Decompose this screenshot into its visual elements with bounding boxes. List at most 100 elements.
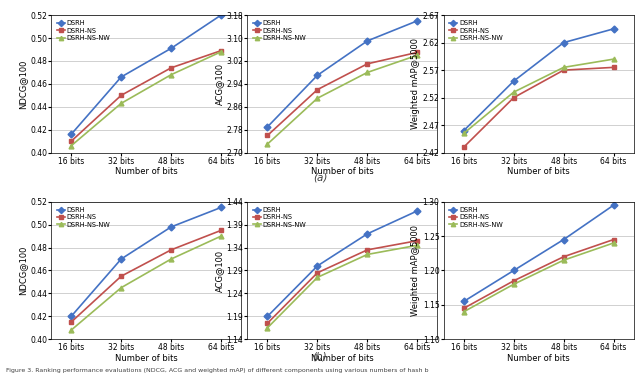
DSRH-NS-NW <box>610 57 618 61</box>
Y-axis label: NDCG@100: NDCG@100 <box>19 59 28 109</box>
DSRH <box>264 125 271 129</box>
X-axis label: Number of bits: Number of bits <box>311 354 374 363</box>
DSRH-NS <box>460 145 468 149</box>
Line: DSRH: DSRH <box>265 18 420 129</box>
DSRH-NS-NW <box>460 310 468 314</box>
DSRH-NS <box>314 87 321 92</box>
Text: (b): (b) <box>313 351 327 361</box>
DSRH-NS-NW <box>413 243 421 248</box>
Y-axis label: NDCG@100: NDCG@100 <box>19 246 28 295</box>
DSRH-NS <box>610 237 618 242</box>
DSRH-NS-NW <box>364 70 371 75</box>
X-axis label: Number of bits: Number of bits <box>115 167 177 176</box>
DSRH <box>510 268 518 273</box>
DSRH-NS-NW <box>264 326 271 330</box>
DSRH-NS <box>413 238 421 243</box>
Y-axis label: ACG@100: ACG@100 <box>214 250 223 291</box>
DSRH-NS <box>264 321 271 325</box>
DSRH-NS <box>314 271 321 275</box>
DSRH-NS-NW <box>610 241 618 245</box>
DSRH <box>217 205 225 210</box>
DSRH-NS <box>167 66 175 70</box>
DSRH <box>364 231 371 236</box>
DSRH <box>217 13 225 17</box>
DSRH-NS-NW <box>314 96 321 101</box>
Line: DSRH: DSRH <box>461 26 616 133</box>
Y-axis label: ACG@100: ACG@100 <box>214 63 223 105</box>
Line: DSRH-NS: DSRH-NS <box>265 50 420 138</box>
DSRH-NS-NW <box>510 282 518 287</box>
DSRH-NS <box>560 254 568 259</box>
DSRH <box>314 264 321 268</box>
DSRH <box>460 299 468 304</box>
DSRH <box>364 38 371 43</box>
DSRH <box>413 208 421 213</box>
DSRH-NS-NW <box>413 53 421 57</box>
DSRH-NS-NW <box>217 49 225 54</box>
DSRH <box>67 314 75 319</box>
X-axis label: Number of bits: Number of bits <box>508 167 570 176</box>
Legend: DSRH, DSRH-NS, DSRH-NS-NW: DSRH, DSRH-NS, DSRH-NS-NW <box>251 205 308 230</box>
DSRH-NS <box>460 306 468 311</box>
DSRH <box>510 79 518 83</box>
Legend: DSRH, DSRH-NS, DSRH-NS-NW: DSRH, DSRH-NS, DSRH-NS-NW <box>54 18 112 43</box>
Line: DSRH: DSRH <box>68 205 223 319</box>
DSRH <box>560 237 568 242</box>
Legend: DSRH, DSRH-NS, DSRH-NS-NW: DSRH, DSRH-NS, DSRH-NS-NW <box>447 18 505 43</box>
DSRH <box>314 73 321 78</box>
DSRH <box>117 75 125 79</box>
DSRH <box>460 129 468 133</box>
Line: DSRH: DSRH <box>265 208 420 319</box>
Line: DSRH-NS: DSRH-NS <box>461 65 616 150</box>
DSRH-NS-NW <box>217 234 225 238</box>
X-axis label: Number of bits: Number of bits <box>115 354 177 363</box>
DSRH-NS-NW <box>167 72 175 77</box>
DSRH-NS <box>264 133 271 138</box>
DSRH <box>67 132 75 136</box>
Legend: DSRH, DSRH-NS, DSRH-NS-NW: DSRH, DSRH-NS, DSRH-NS-NW <box>447 205 505 230</box>
DSRH <box>610 203 618 207</box>
DSRH <box>610 26 618 31</box>
DSRH-NS <box>117 274 125 279</box>
DSRH <box>117 257 125 261</box>
Line: DSRH-NS-NW: DSRH-NS-NW <box>461 57 616 136</box>
Line: DSRH: DSRH <box>461 203 616 304</box>
DSRH-NS <box>364 61 371 66</box>
DSRH <box>167 225 175 229</box>
Legend: DSRH, DSRH-NS, DSRH-NS-NW: DSRH, DSRH-NS, DSRH-NS-NW <box>54 205 112 230</box>
DSRH <box>167 46 175 51</box>
Line: DSRH-NS-NW: DSRH-NS-NW <box>68 234 223 333</box>
DSRH-NS <box>167 248 175 252</box>
X-axis label: Number of bits: Number of bits <box>311 167 374 176</box>
Line: DSRH-NS-NW: DSRH-NS-NW <box>461 241 616 314</box>
DSRH-NS-NW <box>560 65 568 70</box>
DSRH-NS-NW <box>117 101 125 106</box>
DSRH <box>413 18 421 23</box>
DSRH-NS <box>413 50 421 55</box>
DSRH-NS-NW <box>264 142 271 146</box>
Text: (a): (a) <box>313 172 327 182</box>
Line: DSRH: DSRH <box>68 13 223 137</box>
DSRH <box>264 314 271 319</box>
DSRH-NS-NW <box>67 144 75 148</box>
DSRH-NS <box>560 68 568 72</box>
Y-axis label: Weighted mAP@5000: Weighted mAP@5000 <box>411 225 420 316</box>
DSRH-NS <box>217 48 225 53</box>
DSRH <box>560 40 568 45</box>
DSRH-NS-NW <box>314 275 321 280</box>
Line: DSRH-NS-NW: DSRH-NS-NW <box>265 53 420 147</box>
DSRH-NS-NW <box>510 90 518 94</box>
Line: DSRH-NS-NW: DSRH-NS-NW <box>68 49 223 148</box>
DSRH-NS-NW <box>67 328 75 333</box>
DSRH-NS-NW <box>117 285 125 290</box>
Line: DSRH-NS: DSRH-NS <box>461 237 616 311</box>
DSRH-NS <box>510 279 518 283</box>
DSRH-NS-NW <box>167 257 175 261</box>
DSRH-NS <box>610 65 618 70</box>
DSRH-NS-NW <box>460 131 468 136</box>
DSRH-NS <box>364 248 371 252</box>
DSRH-NS <box>117 93 125 98</box>
DSRH-NS-NW <box>364 252 371 257</box>
Line: DSRH-NS: DSRH-NS <box>68 228 223 325</box>
DSRH-NS <box>510 95 518 100</box>
